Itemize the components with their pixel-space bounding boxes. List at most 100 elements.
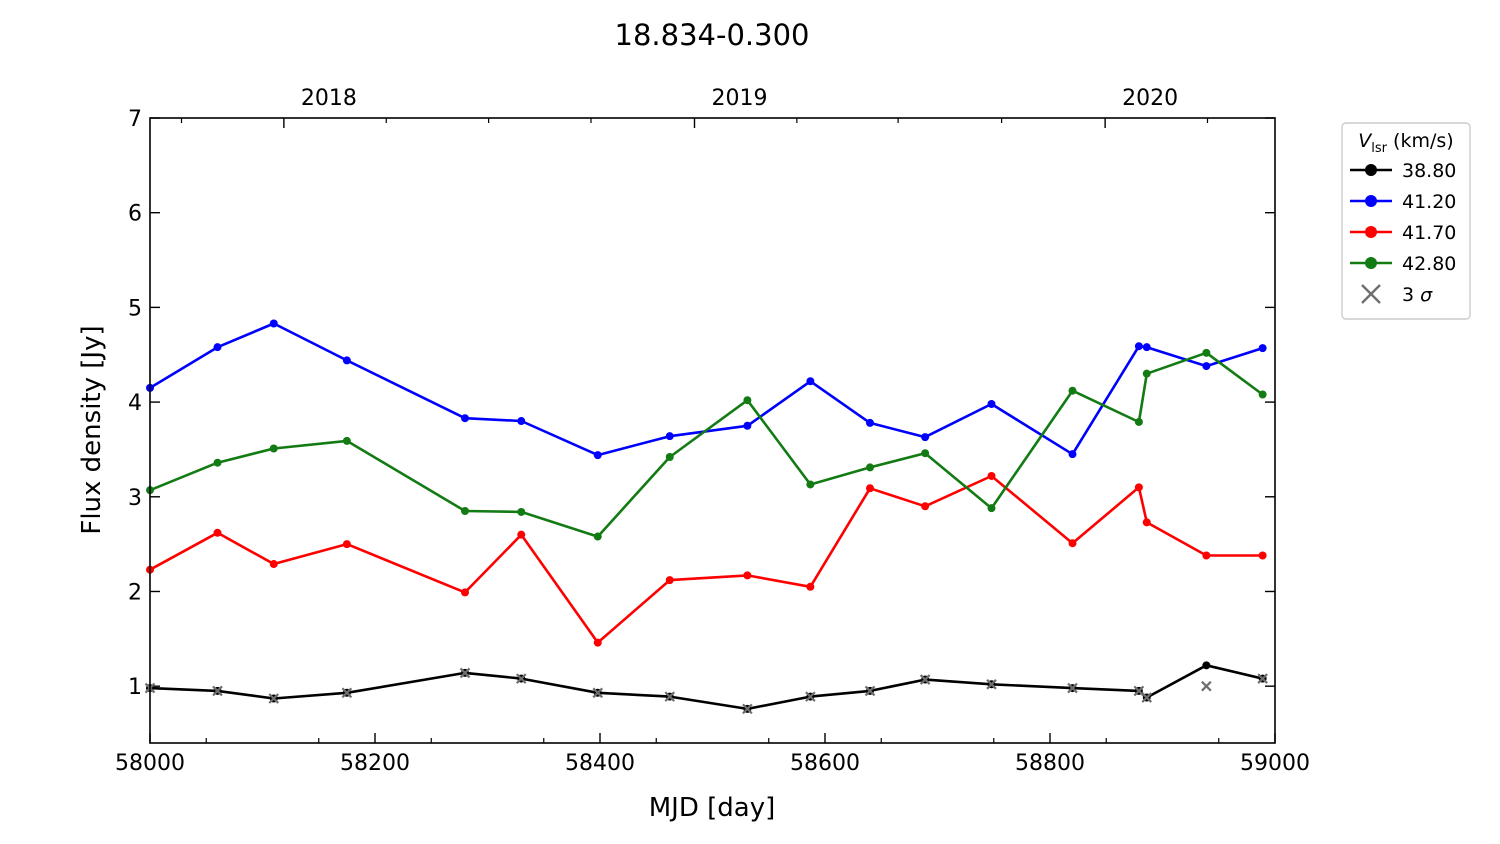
- point-41.20-58939: [1202, 362, 1211, 371]
- chart-title: 18.834-0.300: [615, 18, 810, 52]
- threshold-marker-58640: [864, 685, 876, 697]
- point-41.70-58989: [1258, 551, 1267, 560]
- series-line-38.80: [149, 663, 1263, 711]
- point-41.20-58879: [1134, 342, 1143, 351]
- x-axis-label: MJD [day]: [649, 793, 776, 823]
- threshold-marker-58330: [515, 673, 527, 684]
- legend-label-3sigma: 3 σ: [1402, 284, 1433, 306]
- threshold-cross-b: [1067, 682, 1078, 694]
- threshold-marker-58820: [1067, 682, 1078, 694]
- y-tick-label-7: 7: [128, 107, 142, 132]
- point-41.70-58330: [517, 530, 526, 539]
- x-tick-label-58000: 58000: [115, 751, 185, 776]
- point-41.20-58689: [921, 433, 930, 442]
- point-41.70-58462: [665, 576, 674, 585]
- threshold-marker-58748: [986, 679, 997, 690]
- point-41.70-58280: [461, 588, 469, 597]
- point-42.80-58531: [743, 396, 752, 405]
- threshold-cross-b: [1133, 685, 1145, 697]
- point-42.80-58398: [593, 532, 602, 541]
- point-41.20-58462: [665, 432, 674, 441]
- point-41.20-58531: [743, 421, 752, 430]
- x-tick-label-58600: 58600: [790, 751, 860, 776]
- point-41.20-58587: [806, 377, 815, 386]
- threshold-cross-b: [986, 679, 997, 690]
- point-41.70-58820: [1068, 539, 1077, 548]
- point-42.80-58939: [1202, 348, 1211, 357]
- point-41.70-58748: [987, 471, 996, 480]
- legend-marker-42.80: [1365, 257, 1377, 269]
- legend-label-38.80: 38.80: [1402, 160, 1456, 182]
- top-tick-label-2018: 2018: [301, 86, 357, 111]
- point-41.20-58989: [1258, 344, 1267, 353]
- threshold-cross-b: [341, 687, 353, 699]
- threshold-cross-b: [268, 693, 280, 704]
- y-tick-label-4: 4: [128, 391, 142, 416]
- point-41.20-58280: [461, 414, 469, 423]
- threshold-cross-b: [742, 703, 753, 715]
- point-41.20-58175: [342, 356, 351, 365]
- threshold-cross-b: [1257, 673, 1268, 684]
- point-42.80-58110: [269, 444, 278, 453]
- threshold-marker-58060: [212, 685, 223, 697]
- x-tick-label-59000: 59000: [1240, 751, 1310, 776]
- y-tick-label-5: 5: [128, 296, 142, 321]
- point-41.70-58110: [269, 560, 278, 569]
- legend-label-41.70: 41.70: [1402, 222, 1456, 244]
- point-42.80-58820: [1068, 386, 1077, 395]
- point-41.20-58820: [1068, 450, 1077, 459]
- y-tick-label-3: 3: [128, 486, 142, 511]
- point-41.70-58689: [921, 502, 930, 511]
- threshold-marker-58531: [742, 703, 753, 715]
- series-line-41.70: [149, 474, 1263, 644]
- threshold-cross-b: [459, 667, 471, 679]
- y-tick-label-1: 1: [128, 675, 142, 700]
- point-41.70-58640: [866, 484, 874, 493]
- point-41.70-58175: [342, 540, 351, 549]
- threshold-marker-58462: [664, 691, 676, 702]
- threshold-marker-58886: [1141, 692, 1153, 703]
- y-tick-label-6: 6: [128, 202, 142, 227]
- legend-label-41.20: 41.20: [1402, 191, 1456, 213]
- legend: Vlsr (km/s) 38.80 41.20 41.70 42.80 3 σ: [1341, 122, 1471, 320]
- point-41.70-58398: [593, 638, 602, 647]
- threshold-marker-58989: [1257, 673, 1268, 684]
- legend-marker-38.80: [1365, 164, 1377, 176]
- axis-ticks: 58000 58200 58400 58600 58800 59000 1 2 3 4 5 6 7 201…: [115, 86, 1310, 776]
- threshold-cross-b: [805, 691, 816, 702]
- point-42.80-58640: [866, 463, 874, 472]
- point-42.80-58689: [921, 449, 930, 458]
- point-41.70-58060: [213, 528, 222, 537]
- point-42.80-58175: [342, 436, 351, 445]
- series-layer: [146, 319, 1267, 713]
- legend-3sigma-icon-b: [1361, 284, 1381, 304]
- point-41.70-58886: [1142, 518, 1151, 527]
- legend-label-42.80: 42.80: [1402, 253, 1456, 275]
- x-tick-label-58400: 58400: [565, 751, 635, 776]
- x-tick-label-58200: 58200: [340, 751, 410, 776]
- threshold-marker-58280: [459, 667, 471, 679]
- threshold-cross-b: [1141, 692, 1153, 703]
- threshold-marker-58939: [1201, 680, 1212, 692]
- threshold-marker-58110: [268, 693, 280, 704]
- threshold-cross-b: [919, 674, 931, 685]
- threshold-marker-58398: [592, 687, 604, 699]
- legend-title: Vlsr (km/s): [1358, 130, 1453, 156]
- threshold-marker-58175: [341, 687, 353, 699]
- plot-frame: [149, 117, 1276, 744]
- point-41.20-58748: [987, 399, 996, 408]
- threshold-marker-58587: [805, 691, 816, 702]
- point-42.80-58989: [1258, 390, 1267, 399]
- point-42.80-58886: [1142, 369, 1151, 378]
- point-42.80-58330: [517, 507, 526, 516]
- threshold-cross-b: [515, 673, 527, 684]
- top-tick-label-2019: 2019: [712, 86, 768, 111]
- threshold-markers: [144, 667, 1268, 715]
- top-tick-label-2020: 2020: [1122, 86, 1178, 111]
- point-41.20-58330: [517, 417, 526, 426]
- point-41.70-58939: [1202, 551, 1211, 560]
- threshold-cross-b: [864, 685, 876, 697]
- threshold-marker-58689: [919, 674, 931, 685]
- y-axis-label: Flux density [Jy]: [77, 325, 107, 534]
